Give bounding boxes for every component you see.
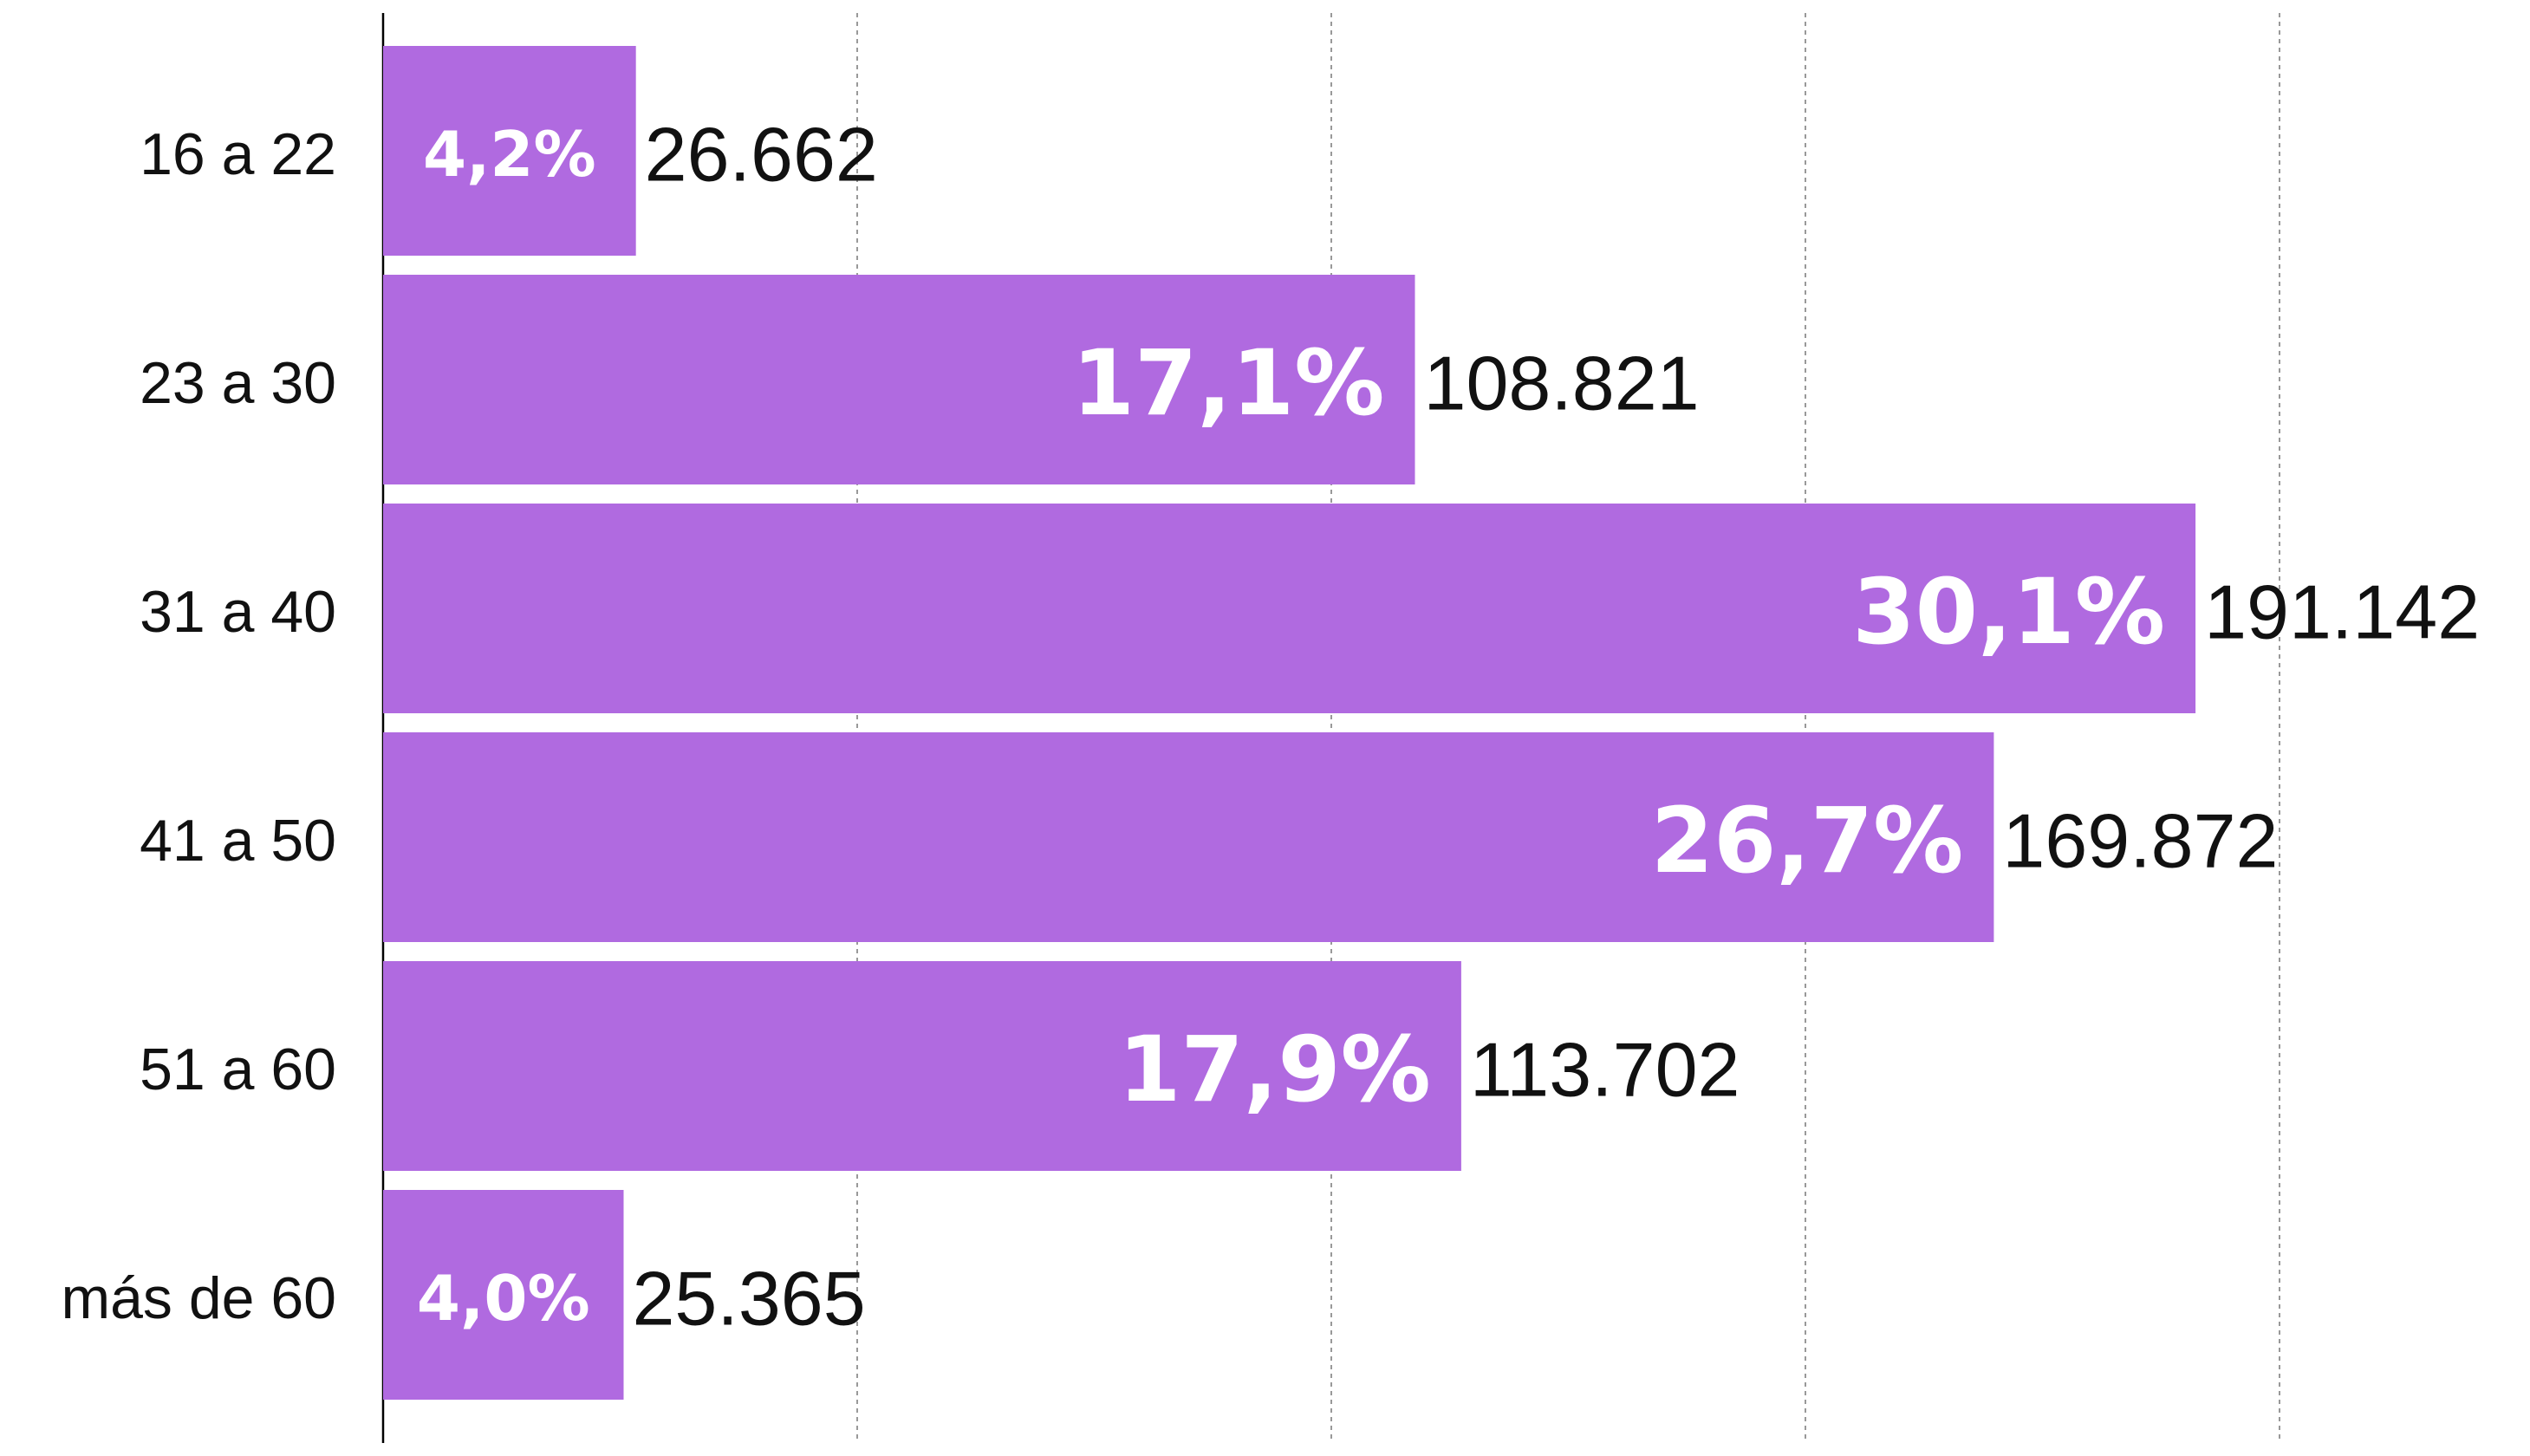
share-label: 26,7% — [1651, 788, 1964, 894]
y-tick-label: más de 60 — [61, 1265, 336, 1331]
share-label: 30,1% — [1852, 559, 2165, 665]
share-label: 4,2% — [423, 118, 596, 191]
y-tick-label: 41 a 50 — [140, 808, 336, 874]
share-label: 4,0% — [417, 1262, 590, 1335]
value-label: 26.662 — [645, 112, 878, 198]
value-label: 25.365 — [632, 1256, 865, 1342]
y-tick-label: 16 a 22 — [140, 121, 336, 187]
bar — [383, 961, 1461, 1171]
bar — [383, 732, 1994, 942]
value-label: 191.142 — [2204, 569, 2480, 655]
y-tick-label: 51 a 60 — [140, 1037, 336, 1102]
value-label: 113.702 — [1470, 1027, 1740, 1113]
bar — [383, 275, 1415, 484]
share-label: 17,9% — [1118, 1017, 1431, 1122]
value-label: 169.872 — [2002, 798, 2278, 884]
share-label: 17,1% — [1072, 330, 1385, 436]
y-tick-label: 23 a 30 — [140, 350, 336, 416]
bar — [383, 1190, 624, 1400]
value-label: 108.821 — [1424, 341, 1700, 426]
y-tick-label: 31 a 40 — [140, 579, 336, 645]
bar — [383, 46, 636, 256]
bar — [383, 504, 2196, 713]
